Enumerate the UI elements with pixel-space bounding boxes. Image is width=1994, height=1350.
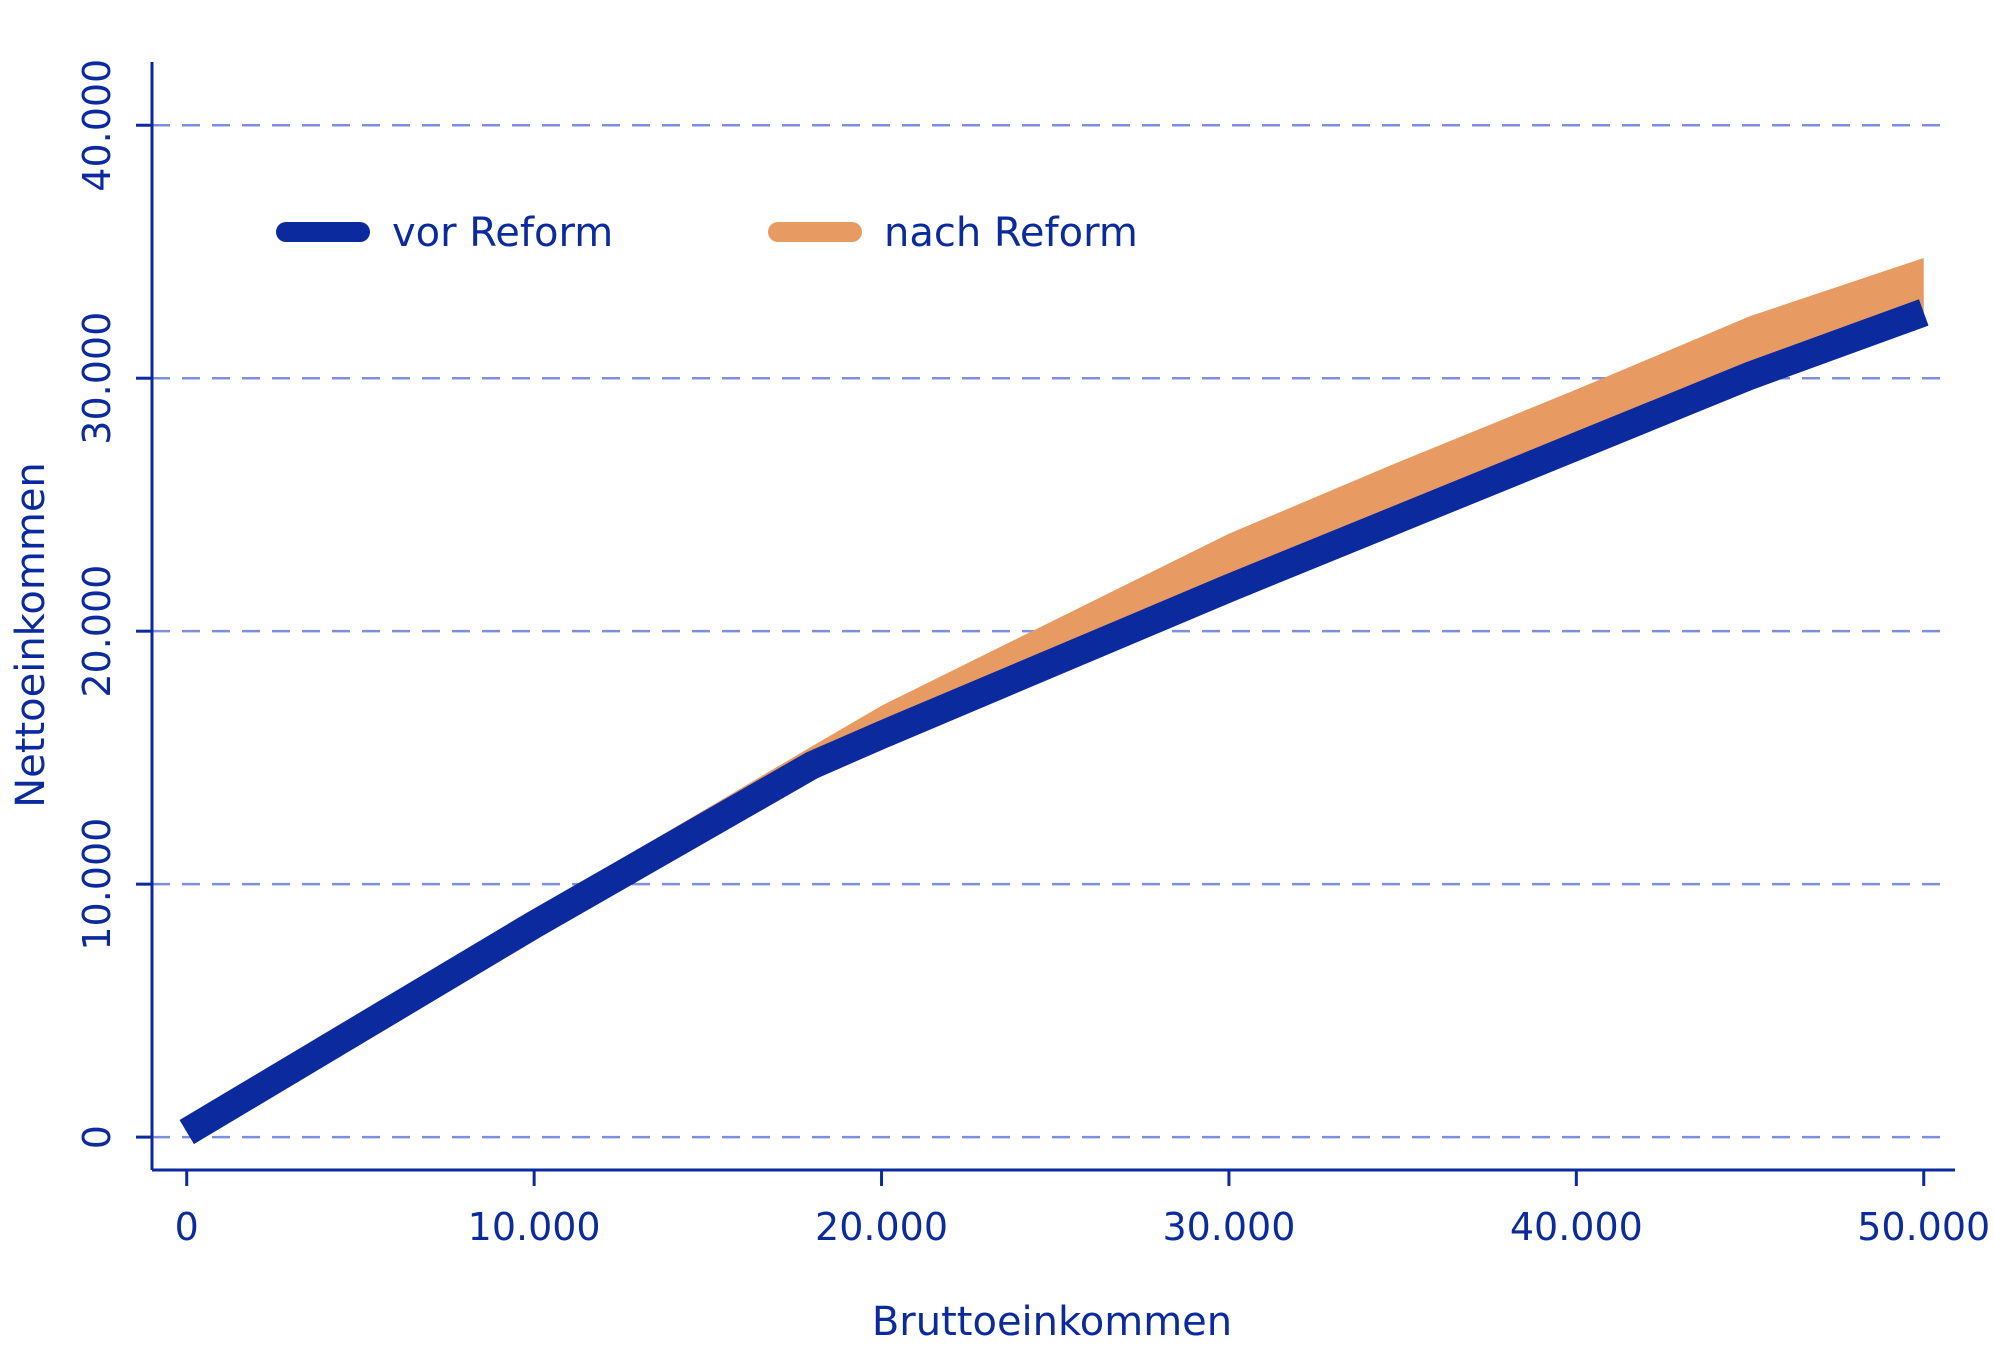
x-tick-label-1: 10.000 — [468, 1205, 601, 1249]
legend-label-nach: nach Reform — [884, 210, 1138, 256]
axes — [150, 62, 1955, 1172]
y-tick-label-1: 10.000 — [75, 818, 119, 951]
x-axis-title: Bruttoeinkommen — [872, 1299, 1232, 1345]
y-tick-label-0: 0 — [75, 1125, 119, 1149]
y-tick-label-4: 40.000 — [75, 59, 119, 192]
x-tick-label-5: 50.000 — [1857, 1205, 1990, 1249]
y-tick-label-3: 30.000 — [75, 312, 119, 445]
x-tick-label-2: 20.000 — [815, 1205, 948, 1249]
legend: vor Reform nach Reform — [276, 210, 1138, 256]
legend-label-vor: vor Reform — [392, 210, 613, 256]
y-tick-label-2: 20.000 — [75, 565, 119, 698]
x-tick-label-0: 0 — [175, 1205, 199, 1249]
tick-labels: 0 10.000 20.000 30.000 40.000 50.000 0 10.000 20… — [75, 59, 1990, 1249]
y-axis-title: Nettoeinkommen — [8, 462, 54, 808]
series-vor-reform — [179, 299, 1929, 1145]
series-layer — [179, 257, 1929, 1145]
x-tick-label-4: 40.000 — [1510, 1205, 1643, 1249]
series-nach-reform — [186, 257, 1924, 1133]
x-tick-label-3: 30.000 — [1162, 1205, 1295, 1249]
